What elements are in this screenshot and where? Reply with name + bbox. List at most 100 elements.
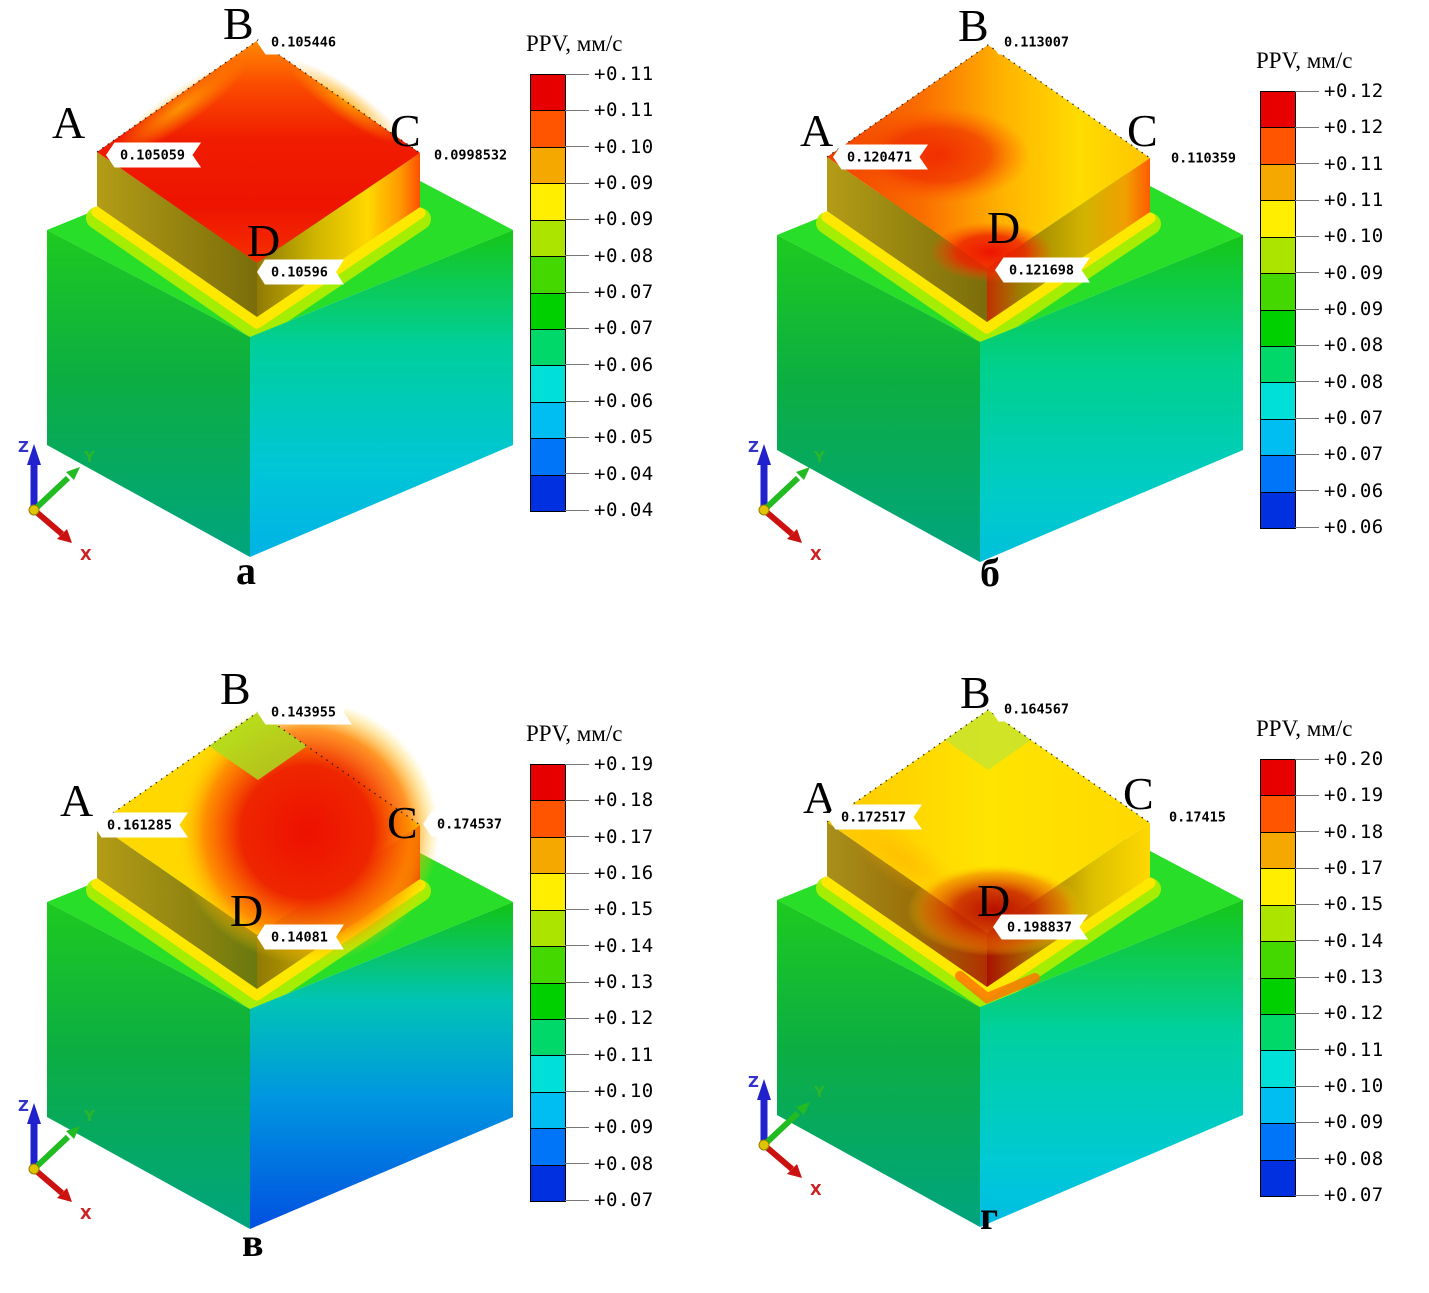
- tick-label: +0.10: [594, 135, 654, 158]
- colorbar-tick: +0.07: [565, 281, 654, 303]
- colorbar-tick: +0.10: [565, 1080, 654, 1102]
- tick-label: +0.07: [594, 317, 654, 340]
- colorbar-tick: +0.17: [1295, 857, 1384, 879]
- colorbar-tick: +0.07: [565, 1189, 654, 1211]
- corner-label-B: B: [220, 663, 251, 714]
- corner-label-C: C: [387, 797, 418, 848]
- colorbar-band: [1261, 941, 1295, 978]
- tick-line: [565, 218, 589, 220]
- colorbar-band: [531, 328, 565, 366]
- tick-label: +0.10: [1324, 1075, 1384, 1097]
- colorbar-band: [1261, 345, 1295, 383]
- colorbar-band: [1261, 1123, 1295, 1160]
- colorbar-band: [1261, 127, 1295, 164]
- colorbar-band: [531, 438, 565, 475]
- tick-line: [565, 400, 589, 402]
- corner-label-A: A: [60, 775, 94, 826]
- colorbar-tick: +0.11: [565, 1044, 654, 1066]
- colorbar-band: [531, 836, 565, 874]
- tick-label: +0.12: [594, 1007, 654, 1030]
- callout-flag-A: 0.120471: [833, 144, 929, 170]
- axis-origin: [28, 504, 40, 516]
- axis-z-arrow: [27, 444, 41, 465]
- axis-triad: Z Y X: [748, 438, 826, 564]
- colorbar-tick: +0.12: [1295, 80, 1384, 102]
- colorbar-tick: +0.18: [1295, 821, 1384, 843]
- colorbar-band: [531, 474, 565, 512]
- colorbar-tick: +0.15: [1295, 893, 1384, 915]
- colorbar-band: [1261, 868, 1295, 905]
- axis-x-arrow: [57, 529, 72, 543]
- colorbar-band: [1261, 236, 1295, 274]
- tick-label: +0.11: [1324, 152, 1384, 175]
- tick-line: [565, 436, 589, 438]
- callout-flag-B: 0.143955: [257, 699, 353, 725]
- colorbar: [530, 74, 566, 512]
- axis-z-arrow: [757, 444, 771, 465]
- panel-caption: г: [980, 1193, 999, 1238]
- callout-flag-B: 0.105446: [257, 29, 353, 55]
- callout-flag-A: 0.172517: [827, 804, 923, 830]
- tick-label: +0.07: [594, 281, 654, 303]
- colorbar-tick: +0.08: [565, 245, 654, 267]
- colorbar-tick: +0.07: [565, 317, 654, 339]
- colorbar-tick: +0.11: [565, 63, 654, 85]
- colorbar-band: [531, 1164, 565, 1202]
- fem-cube-model: [47, 39, 513, 557]
- colorbar-tick: +0.08: [1295, 371, 1384, 393]
- tick-label: +0.08: [594, 244, 654, 267]
- corner-label-C: C: [1127, 105, 1158, 156]
- colorbar-band: [531, 146, 565, 184]
- axis-y-arrow: [796, 467, 810, 480]
- colorbar-band: [531, 1055, 565, 1092]
- callout-flag-D: 0.10596: [257, 259, 344, 285]
- tick-label: +0.19: [1324, 784, 1384, 807]
- tick-line: [565, 981, 589, 983]
- colorbar-tick: +0.10: [1295, 225, 1384, 247]
- colorbar-band: [531, 75, 565, 111]
- tick-label: +0.11: [1324, 189, 1384, 211]
- colorbar-tick: +0.13: [565, 971, 654, 993]
- colorbar-band: [531, 365, 565, 402]
- tick-line: [565, 109, 589, 111]
- axis-y-arrow: [66, 1126, 80, 1139]
- colorbar-tick: +0.09: [1295, 1111, 1384, 1133]
- legend: PPV, мм/с +0.11 +0.11 +0.10 +0.09 +0.09 +0.08…: [526, 31, 720, 521]
- tick-label: +0.19: [594, 753, 654, 775]
- axis-z-label: Z: [748, 1073, 759, 1091]
- colorbar-tick: +0.10: [565, 136, 654, 158]
- axis-x-arrow: [57, 1188, 72, 1202]
- axis-triad: Z Y X: [18, 438, 96, 564]
- tick-label: +0.07: [1324, 443, 1384, 466]
- tick-label: +0.09: [594, 1116, 654, 1139]
- tick-label: +0.18: [594, 789, 654, 812]
- tick-label: +0.11: [594, 63, 654, 85]
- tick-label: +0.13: [594, 971, 654, 993]
- tick-line: [565, 1126, 589, 1128]
- colorbar-band: [531, 765, 565, 801]
- tick-label: +0.06: [594, 390, 654, 412]
- colorbar-tick: +0.07: [1295, 443, 1384, 465]
- colorbar-band: [1261, 273, 1295, 310]
- colorbar-band: [1261, 382, 1295, 419]
- colorbar-tick: +0.06: [1295, 516, 1384, 538]
- tick-line: [1295, 794, 1319, 796]
- colorbar-ticks: +0.20 +0.19 +0.18 +0.17 +0.15 +0.14 +0.13 +0.12…: [1295, 748, 1429, 1206]
- colorbar-tick: +0.11: [1295, 1039, 1384, 1061]
- callout-flag-D: 0.121698: [995, 257, 1091, 283]
- colorbar-ticks: +0.12 +0.12 +0.11 +0.11 +0.10 +0.09 +0.09 +0.08…: [1295, 80, 1429, 538]
- axis-origin: [758, 1139, 770, 1151]
- tick-label: +0.04: [594, 462, 654, 485]
- corner-label-D: D: [230, 885, 264, 936]
- colorbar-band: [531, 256, 565, 293]
- colorbar-tick: +0.04: [565, 499, 654, 521]
- panel-caption: б: [980, 550, 1000, 595]
- colorbar-band: [531, 1091, 565, 1129]
- tick-line: [1295, 126, 1319, 128]
- tick-line: [1295, 1012, 1319, 1014]
- tick-line: [1295, 490, 1319, 492]
- tick-label: +0.11: [594, 99, 654, 122]
- corner-label-C: C: [390, 105, 421, 156]
- colorbar: [1260, 759, 1296, 1197]
